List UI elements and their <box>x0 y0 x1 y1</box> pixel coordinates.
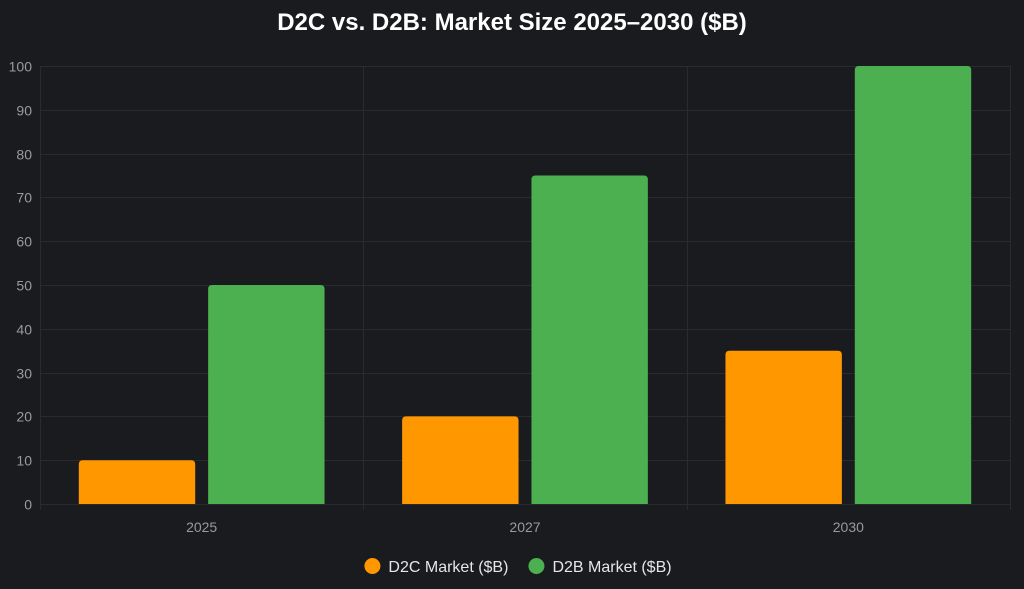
y-tick-label: 90 <box>16 103 32 119</box>
y-tick-label: 60 <box>16 234 32 250</box>
y-tick-label: 80 <box>16 147 32 163</box>
chart-title: D2C vs. D2B: Market Size 2025–2030 ($B) <box>277 9 747 36</box>
y-axis: 0 10 20 30 40 50 60 70 80 90 100 <box>9 59 33 513</box>
bar-d2c-2025 <box>78 460 196 504</box>
y-tick-label: 0 <box>24 497 32 513</box>
legend-item[interactable]: D2C Market ($B) <box>364 558 508 576</box>
bar-d2b-2027 <box>531 175 648 504</box>
x-axis: 2025 2027 2030 <box>186 519 864 535</box>
legend-item[interactable]: D2B Market ($B) <box>528 558 672 576</box>
bar-d2c-2030 <box>725 350 842 504</box>
x-tick-label: 2027 <box>509 519 540 535</box>
legend-marker-icon <box>364 558 381 574</box>
legend-label: D2C Market ($B) <box>388 559 508 576</box>
y-tick-label: 10 <box>16 453 32 469</box>
bar-d2b-2030 <box>854 66 972 504</box>
y-tick-label: 40 <box>16 322 32 338</box>
legend: D2C Market ($B) D2B Market ($B) <box>364 558 672 576</box>
y-tick-label: 20 <box>16 409 32 425</box>
bars <box>78 66 972 504</box>
bar-d2b-2025 <box>208 285 325 504</box>
y-tick-label: 70 <box>16 190 32 206</box>
bar-d2c-2027 <box>402 416 519 504</box>
grid-layer <box>40 66 1011 510</box>
legend-label: D2B Market ($B) <box>552 559 671 576</box>
legend-marker-icon <box>528 558 545 574</box>
y-tick-label: 30 <box>16 366 32 382</box>
x-tick-label: 2025 <box>186 519 217 535</box>
y-tick-label: 50 <box>16 278 32 294</box>
y-tick-label: 100 <box>9 59 33 75</box>
x-tick-label: 2030 <box>833 519 864 535</box>
